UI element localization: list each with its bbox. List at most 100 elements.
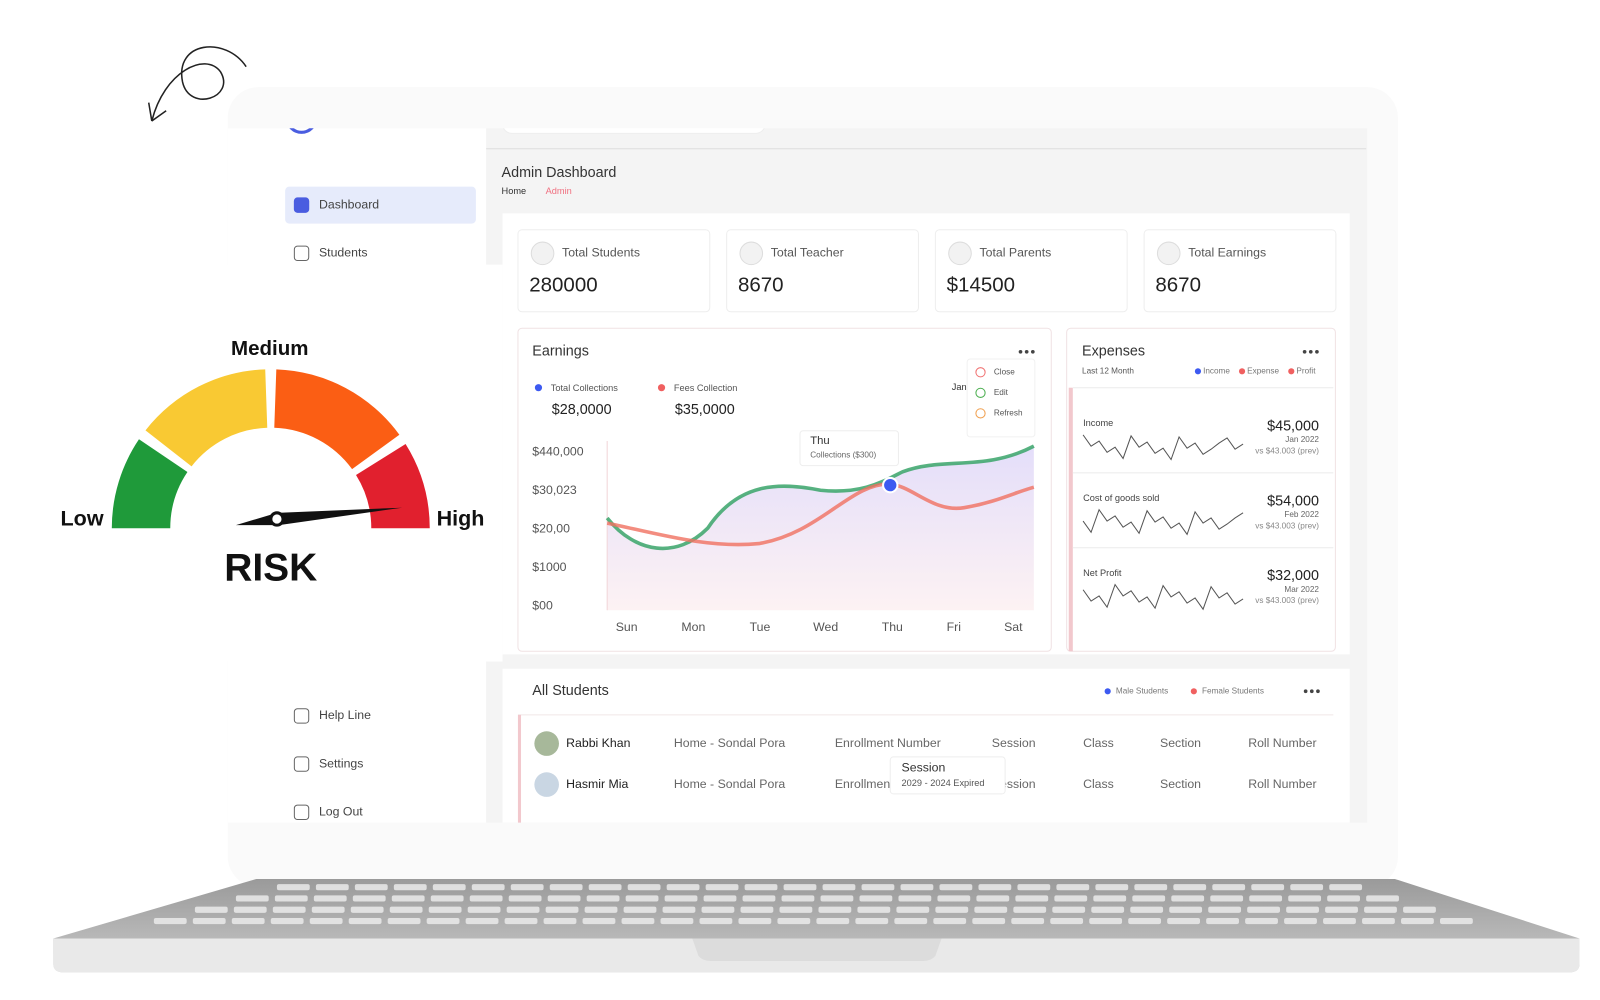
stat-label: Total Teacher — [771, 246, 844, 260]
key — [272, 906, 306, 913]
key — [549, 884, 583, 891]
student-name: Rabbi Khan — [566, 736, 630, 750]
key — [664, 895, 698, 902]
key — [896, 906, 930, 913]
focus-point[interactable] — [882, 476, 899, 494]
cell: Roll Number — [1248, 777, 1316, 791]
x-label: Sun — [616, 620, 638, 634]
nav-icon — [293, 708, 310, 724]
nav-item[interactable]: Students — [319, 246, 368, 260]
breadcrumb: Home — [502, 186, 527, 196]
row-date: Feb 2022 — [1284, 510, 1319, 519]
key — [1056, 884, 1090, 891]
key — [1091, 906, 1125, 913]
y-label: $1000 — [532, 560, 566, 574]
key — [1128, 917, 1162, 925]
key — [662, 906, 696, 913]
key — [194, 906, 228, 913]
legend-name: Profit — [1296, 366, 1316, 375]
doodle-arrow — [147, 46, 247, 122]
key — [1327, 895, 1360, 902]
nav-item[interactable]: Log Out — [319, 805, 363, 819]
key — [859, 895, 893, 902]
stat-label: Total Parents — [979, 246, 1051, 260]
key — [235, 895, 269, 902]
cell: Home - Sondal Pora — [674, 736, 786, 750]
sparkline — [1082, 583, 1244, 611]
key — [1325, 906, 1358, 913]
students-panel — [502, 668, 1350, 823]
key — [779, 906, 813, 913]
nav-item[interactable]: Help Line — [319, 708, 371, 722]
key — [354, 884, 388, 891]
key — [584, 906, 618, 913]
page-title: Admin Dashboard — [502, 165, 617, 181]
legend-name: Expense — [1247, 366, 1279, 375]
key — [432, 884, 466, 891]
key — [313, 895, 347, 902]
menu-dot — [1024, 349, 1029, 354]
key — [387, 917, 421, 925]
key — [469, 895, 503, 902]
key — [428, 906, 462, 913]
card-title: Earnings — [532, 344, 589, 360]
key — [976, 895, 1010, 902]
card-title: All Students — [532, 683, 609, 699]
collections-line — [605, 444, 1035, 551]
menu-icon — [975, 367, 986, 378]
key — [783, 884, 817, 891]
menu-item[interactable]: Refresh — [994, 409, 1023, 418]
gauge-hub — [269, 511, 285, 527]
key — [233, 906, 267, 913]
key — [777, 917, 811, 925]
key — [1173, 884, 1207, 891]
key — [1247, 906, 1280, 913]
nav-item[interactable]: Settings — [319, 756, 363, 770]
key — [818, 906, 852, 913]
key — [1210, 895, 1244, 902]
y-label: $440,000 — [532, 445, 583, 459]
gauge-low: Low — [61, 507, 104, 531]
key — [1134, 884, 1168, 891]
key — [311, 906, 345, 913]
legend-name: Income — [1203, 366, 1230, 375]
gauge-high: High — [437, 507, 485, 531]
stat-card — [726, 229, 919, 313]
tooltip-text: 2029 - 2024 Expired — [902, 778, 985, 788]
key — [504, 917, 538, 925]
key — [937, 895, 971, 902]
key — [978, 884, 1012, 891]
key — [1130, 906, 1164, 913]
key — [1095, 884, 1129, 891]
menu-item[interactable]: Close — [994, 367, 1015, 376]
y-label: $00 — [532, 598, 553, 612]
key — [1245, 917, 1278, 925]
key — [894, 917, 928, 925]
key — [1401, 917, 1434, 925]
key — [1011, 917, 1045, 925]
x-label: Tue — [750, 620, 771, 634]
legend-dot — [1190, 688, 1197, 695]
row-name: Income — [1083, 418, 1113, 428]
stat-icon — [1156, 241, 1181, 266]
stat-value: 8670 — [1155, 274, 1201, 297]
legend-name: Total Collections — [551, 383, 619, 393]
row-date: Mar 2022 — [1284, 585, 1319, 594]
menu-icon — [975, 408, 986, 419]
legend-value: $35,0000 — [675, 402, 735, 418]
menu-dot — [1315, 349, 1319, 354]
menu-icon — [975, 387, 986, 398]
key — [1249, 895, 1283, 902]
active-item[interactable] — [285, 186, 476, 224]
filter[interactable]: Last 12 Month — [1082, 366, 1134, 375]
x-label: Mon — [681, 620, 705, 634]
stat-icon — [530, 241, 555, 266]
key — [274, 895, 308, 902]
menu-item[interactable]: Edit — [994, 388, 1009, 397]
cell: Section — [1160, 736, 1201, 750]
gauge-panel — [0, 264, 503, 662]
nav-item[interactable]: Dashboard — [319, 197, 379, 211]
key — [276, 884, 310, 891]
key — [1290, 884, 1324, 891]
